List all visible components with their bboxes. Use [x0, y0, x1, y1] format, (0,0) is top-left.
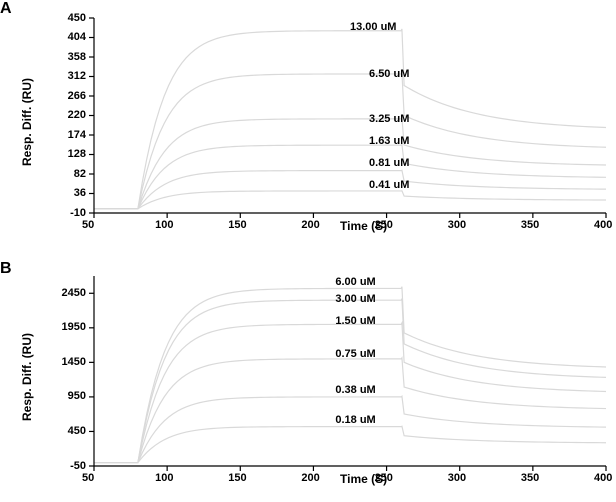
panelA-series-label-0: 13.00 uM: [350, 21, 396, 33]
panelB-ytick-3: 1450: [62, 356, 86, 368]
panelA-series-label-5: 0.41 uM: [369, 179, 409, 191]
panel-a-chart: 50100150200250300350400-1036821281742202…: [50, 10, 610, 245]
panelA-xtick-1: 100: [155, 219, 173, 231]
panelA-ytick-8: 358: [68, 51, 86, 63]
panelA-ytick-6: 266: [68, 90, 86, 102]
panelA-ylabel: Resp. Diff. (RU): [20, 78, 34, 166]
panelA-series-label-2: 3.25 uM: [369, 113, 409, 125]
panelA-ytick-10: 450: [68, 12, 86, 24]
panelA-curve-5: [94, 191, 606, 209]
panelB-ytick-4: 1950: [62, 321, 86, 333]
panelB-xtick-7: 400: [594, 472, 612, 484]
figure: A 50100150200250300350400-10368212817422…: [0, 0, 616, 502]
panelA-xtick-5: 300: [448, 219, 466, 231]
panelA-ytick-5: 220: [68, 109, 86, 121]
panelA-xtick-3: 200: [301, 219, 319, 231]
panelA-ytick-1: 36: [74, 187, 86, 199]
panelB-xtick-0: 50: [82, 472, 94, 484]
panelB-xtick-3: 200: [301, 472, 319, 484]
panelA-ytick-2: 82: [74, 168, 86, 180]
panel-b-label: B: [0, 260, 12, 278]
panelA-xlabel: Time (S): [340, 219, 387, 233]
panelB-series-label-5: 0.18 uM: [335, 414, 375, 426]
panel-b-chart: 50100150200250300350400-5045095014501950…: [50, 268, 610, 496]
panelA-ytick-9: 404: [68, 31, 86, 43]
panelB-ylabel: Resp. Diff. (RU): [20, 333, 34, 421]
panelB-svg: [50, 268, 610, 496]
panelB-ytick-5: 2450: [62, 287, 86, 299]
panelB-ytick-1: 450: [68, 425, 86, 437]
panelB-curve-5: [94, 426, 606, 462]
panelA-ytick-3: 128: [68, 148, 86, 160]
panelA-xtick-2: 150: [228, 219, 246, 231]
panelB-series-label-1: 3.00 uM: [335, 293, 375, 305]
panelB-ytick-0: -50: [70, 460, 86, 472]
panelA-ytick-0: -10: [70, 207, 86, 219]
panelB-series-label-0: 6.00 uM: [335, 276, 375, 288]
panelA-series-label-4: 0.81 uM: [369, 157, 409, 169]
panel-a-label: A: [0, 0, 12, 18]
panelB-ytick-2: 950: [68, 390, 86, 402]
panelB-xtick-2: 150: [228, 472, 246, 484]
panelA-ytick-7: 312: [68, 70, 86, 82]
panelB-series-label-4: 0.38 uM: [335, 384, 375, 396]
panelA-svg: [50, 10, 610, 245]
panelB-series-label-2: 1.50 uM: [335, 315, 375, 327]
panelA-axes: [94, 18, 606, 213]
panelA-xtick-6: 350: [521, 219, 539, 231]
panelB-xtick-5: 300: [448, 472, 466, 484]
panelA-ytick-4: 174: [68, 129, 86, 141]
panelA-xtick-0: 50: [82, 219, 94, 231]
panelB-xtick-1: 100: [155, 472, 173, 484]
panelB-series-label-3: 0.75 uM: [335, 348, 375, 360]
panelB-xlabel: Time (S): [340, 472, 387, 486]
panelA-series-label-3: 1.63 uM: [369, 135, 409, 147]
panelB-xtick-6: 350: [521, 472, 539, 484]
panelA-series-label-1: 6.50 uM: [369, 68, 409, 80]
panelA-xtick-7: 400: [594, 219, 612, 231]
